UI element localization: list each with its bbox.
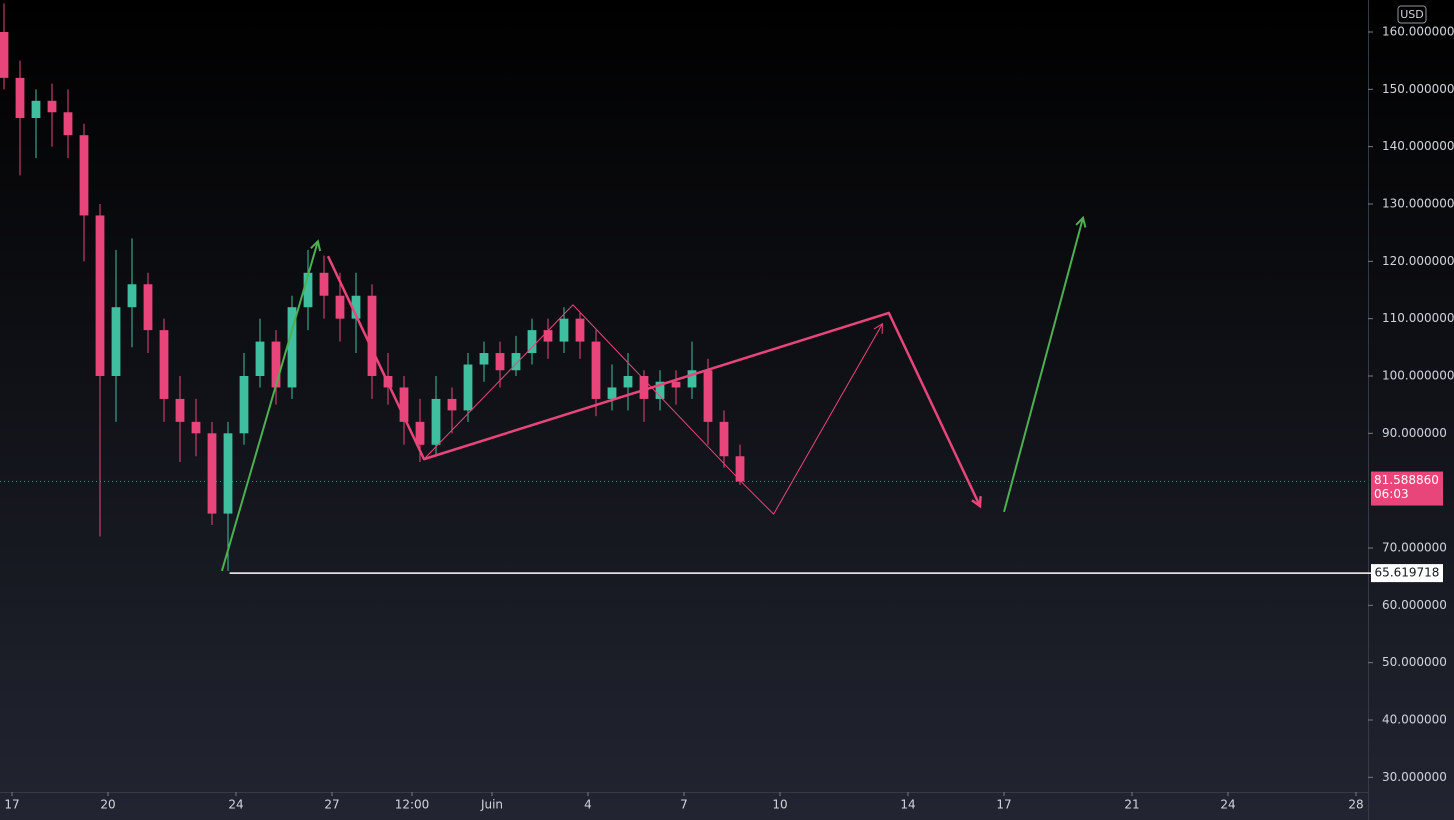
y-tick-label: 160.000000 <box>1382 24 1454 38</box>
support-label: 65.619718 <box>1375 566 1440 580</box>
candle-body <box>239 375 249 434</box>
candle-body <box>607 387 617 399</box>
x-tick-label: Juin <box>480 798 503 812</box>
candle-body <box>191 421 201 434</box>
y-tick-label: 100.000000 <box>1382 368 1454 382</box>
y-tick-label: 50.000000 <box>1382 655 1447 669</box>
candle-body <box>415 421 425 445</box>
y-tick-label: 150.000000 <box>1382 82 1454 96</box>
x-tick-label: 7 <box>680 798 688 812</box>
x-tick-label: 17 <box>996 798 1011 812</box>
candle-body <box>303 272 313 308</box>
last-price-label: 81.588860 <box>1374 473 1439 487</box>
candle-body <box>703 370 713 422</box>
x-tick-label: 17 <box>4 798 19 812</box>
y-tick-label: 110.000000 <box>1382 311 1454 325</box>
candle-body <box>447 398 457 411</box>
x-tick-label: 14 <box>900 798 915 812</box>
candle-body <box>719 421 729 457</box>
x-tick-label: 10 <box>772 798 787 812</box>
arrow-head <box>1075 215 1087 228</box>
y-tick-label: 40.000000 <box>1382 712 1447 726</box>
candle-body <box>223 433 233 514</box>
y-tick-label: 140.000000 <box>1382 139 1454 153</box>
candle-body <box>47 100 57 113</box>
candle-body <box>655 381 665 399</box>
candle-body <box>479 353 489 365</box>
candle-body <box>575 318 585 342</box>
candle-body <box>399 387 409 422</box>
candle-body <box>527 330 537 354</box>
candle-body <box>127 284 137 308</box>
x-tick-label: 28 <box>1348 798 1363 812</box>
currency: USD <box>1400 8 1424 21</box>
x-tick-label: 24 <box>1220 798 1235 812</box>
candle-body <box>543 330 553 342</box>
candle-body <box>31 100 41 118</box>
candle-body <box>335 295 345 319</box>
candle-body <box>319 272 329 296</box>
candle-body <box>255 341 265 376</box>
drawing <box>1003 217 1085 513</box>
arrow-head <box>971 496 982 509</box>
candle-body <box>735 456 745 482</box>
candle-body <box>271 341 281 388</box>
candle-body <box>207 433 217 514</box>
drawing <box>326 255 982 507</box>
candle-body <box>671 381 681 388</box>
candle-body <box>111 307 121 376</box>
candle-body <box>95 215 105 376</box>
candle-body <box>175 398 185 422</box>
candle-body <box>159 330 169 399</box>
candle-body <box>431 398 441 445</box>
y-tick-label: 120.000000 <box>1382 254 1454 268</box>
candle-body <box>687 370 697 388</box>
x-tick-label: 4 <box>584 798 592 812</box>
arrow-head <box>873 322 883 334</box>
candle-body <box>287 307 297 388</box>
y-tick-label: 30.000000 <box>1382 770 1447 784</box>
candle-body <box>591 341 601 399</box>
candle-body <box>639 375 649 399</box>
x-tick-label: 20 <box>100 798 115 812</box>
y-tick-label: 60.000000 <box>1382 598 1447 612</box>
x-tick-label: 24 <box>228 798 243 812</box>
candle-body <box>367 295 377 376</box>
currency-box <box>1397 5 1427 24</box>
arrow-head <box>310 239 322 252</box>
x-tick-label: 27 <box>324 798 339 812</box>
candle-body <box>511 353 521 371</box>
candle-body <box>143 284 153 331</box>
y-tick-label: 90.000000 <box>1382 426 1447 440</box>
x-tick-label: 21 <box>1124 798 1139 812</box>
support-label-bg <box>1371 564 1443 583</box>
countdown: 06:03 <box>1374 487 1409 501</box>
x-tick-label: 12:00 <box>395 798 430 812</box>
candle-body <box>15 77 25 118</box>
candle-body <box>63 112 73 136</box>
drawing <box>423 304 883 515</box>
candle-body <box>351 295 361 319</box>
y-tick-label: 70.000000 <box>1382 540 1447 554</box>
candle-body <box>463 364 473 411</box>
y-tick-label: 130.000000 <box>1382 196 1454 210</box>
candle-body <box>495 353 505 371</box>
candle-body <box>79 135 89 216</box>
drawing <box>220 240 319 572</box>
last-price-label-bg <box>1371 471 1443 506</box>
candle-body <box>559 318 569 342</box>
candle-body <box>623 375 633 388</box>
candle-body <box>0 31 9 78</box>
